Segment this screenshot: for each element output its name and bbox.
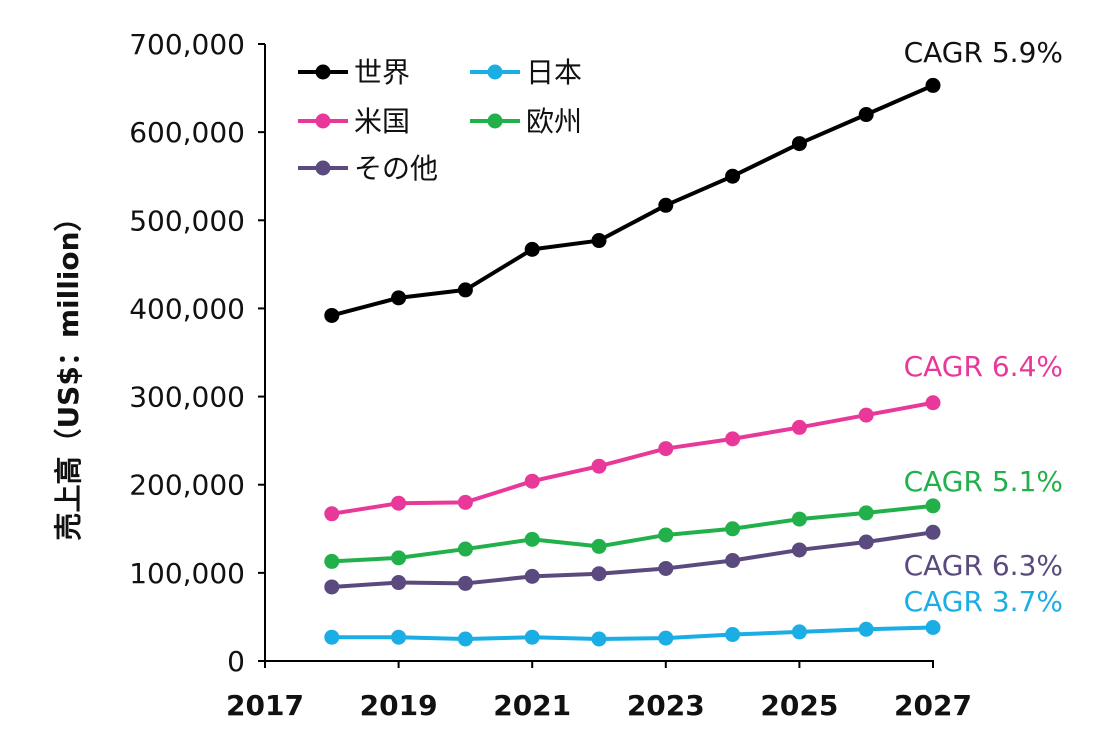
- y-tick-label: 500,000: [129, 204, 245, 237]
- data-point-japan: [324, 629, 340, 645]
- series-line-japan: [331, 625, 934, 641]
- legend-marker: [315, 64, 331, 80]
- data-point-world: [658, 197, 674, 213]
- y-axis-label: 売上高（US$：million）: [52, 203, 85, 540]
- legend-label-world: 世界: [354, 56, 410, 89]
- data-point-us: [791, 419, 807, 435]
- data-point-us: [524, 473, 540, 489]
- data-point-japan: [391, 629, 407, 645]
- data-point-europe: [725, 521, 741, 537]
- data-point-japan: [925, 620, 941, 636]
- data-point-world: [457, 282, 473, 298]
- data-point-other: [457, 575, 473, 591]
- cagr-label-other: CAGR 6.3%: [904, 549, 1063, 582]
- y-tick-label: 700,000: [129, 28, 245, 61]
- data-point-us: [925, 395, 941, 411]
- cagr-label-world: CAGR 5.9%: [904, 36, 1063, 69]
- x-tick-label: 2019: [360, 689, 438, 722]
- y-tick-label: 200,000: [129, 469, 245, 502]
- data-point-other: [858, 534, 874, 550]
- legend-item-other: その他: [298, 152, 438, 185]
- data-point-us: [391, 495, 407, 511]
- data-point-world: [524, 241, 540, 257]
- series-line-europe: [331, 503, 934, 564]
- data-point-us: [658, 441, 674, 457]
- legend-label-europe: 欧州: [526, 105, 582, 138]
- x-tick-label: 2027: [894, 689, 972, 722]
- data-point-other: [324, 579, 340, 595]
- legend-item-us: 米国: [298, 105, 410, 138]
- y-tick-label: 400,000: [129, 292, 245, 325]
- data-point-europe: [658, 527, 674, 543]
- data-point-world: [725, 168, 741, 184]
- data-point-world: [858, 107, 874, 123]
- data-point-other: [658, 560, 674, 576]
- data-point-world: [591, 233, 607, 249]
- data-point-japan: [858, 621, 874, 637]
- data-point-japan: [457, 631, 473, 647]
- legend-label-other: その他: [354, 152, 438, 185]
- series-world: [324, 77, 941, 323]
- data-point-europe: [858, 505, 874, 521]
- data-point-europe: [324, 553, 340, 569]
- data-point-europe: [457, 541, 473, 557]
- x-tick-label: 2023: [627, 689, 705, 722]
- data-point-japan: [725, 627, 741, 643]
- legend-item-world: 世界: [298, 56, 410, 89]
- data-point-us: [457, 494, 473, 510]
- data-point-us: [591, 458, 607, 474]
- cagr-label-japan: CAGR 3.7%: [904, 585, 1063, 618]
- data-point-other: [591, 566, 607, 582]
- data-point-us: [324, 506, 340, 522]
- y-tick-label: 600,000: [129, 116, 245, 149]
- series-other: [324, 524, 941, 595]
- data-point-japan: [658, 630, 674, 646]
- data-point-europe: [391, 550, 407, 566]
- data-point-japan: [791, 624, 807, 640]
- y-tick-label: 0: [227, 645, 245, 678]
- data-point-world: [324, 307, 340, 323]
- series-europe: [324, 498, 941, 569]
- cagr-label-europe: CAGR 5.1%: [904, 465, 1063, 498]
- legend-marker: [315, 113, 331, 129]
- y-tick-label: 300,000: [129, 381, 245, 414]
- legend-marker: [315, 160, 331, 176]
- data-point-europe: [925, 498, 941, 514]
- data-point-world: [391, 290, 407, 306]
- legend-marker: [487, 64, 503, 80]
- legend-marker: [487, 113, 503, 129]
- cagr-label-us: CAGR 6.4%: [904, 350, 1063, 383]
- x-tick-label: 2021: [493, 689, 571, 722]
- data-point-europe: [791, 511, 807, 527]
- series-line-us: [331, 400, 934, 516]
- data-point-world: [791, 136, 807, 152]
- legend-label-us: 米国: [354, 105, 410, 138]
- data-point-europe: [591, 538, 607, 554]
- data-point-world: [925, 77, 941, 93]
- legend-item-japan: 日本: [470, 56, 582, 89]
- data-point-other: [791, 542, 807, 558]
- data-point-japan: [524, 629, 540, 645]
- series-line-other: [331, 530, 934, 589]
- x-tick-label: 2025: [760, 689, 838, 722]
- series-japan: [324, 620, 941, 647]
- legend-item-europe: 欧州: [470, 105, 582, 138]
- legend-label-japan: 日本: [526, 56, 582, 89]
- data-point-other: [925, 524, 941, 540]
- data-point-japan: [591, 631, 607, 647]
- data-point-other: [524, 568, 540, 584]
- data-point-other: [725, 553, 741, 569]
- x-tick-label: 2017: [226, 689, 304, 722]
- y-tick-label: 100,000: [129, 557, 245, 590]
- data-point-europe: [524, 531, 540, 547]
- data-point-us: [725, 431, 741, 447]
- series-us: [324, 395, 941, 522]
- series-line-world: [331, 83, 934, 318]
- data-point-us: [858, 407, 874, 423]
- data-point-other: [391, 575, 407, 591]
